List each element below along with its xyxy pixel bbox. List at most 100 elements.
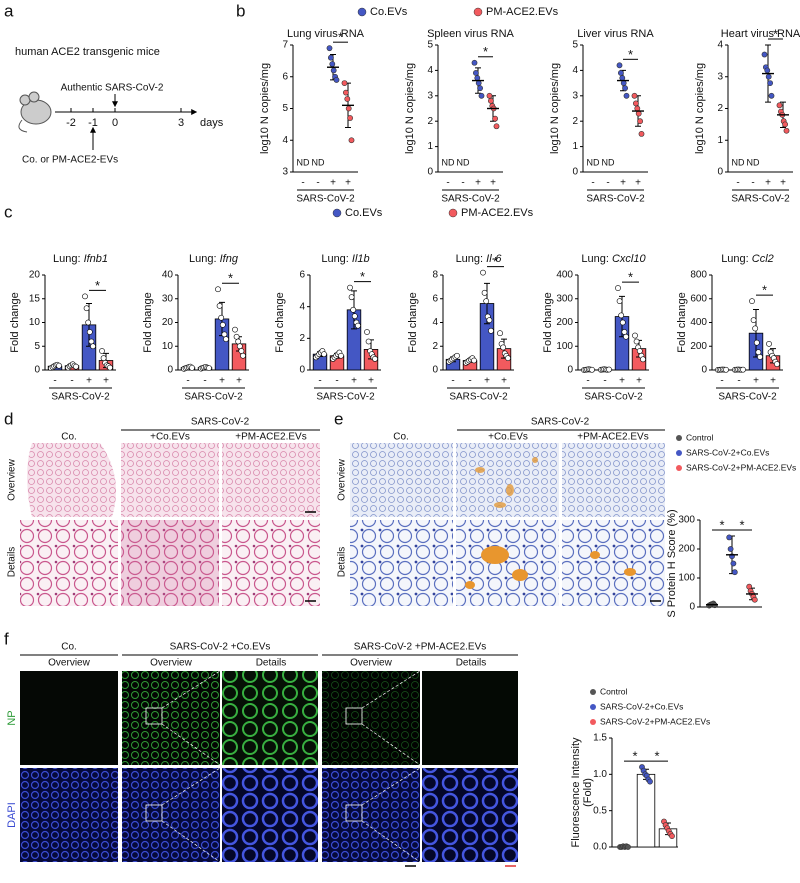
- significance-label: *: [773, 26, 778, 41]
- data-point: [766, 340, 772, 347]
- column-label: +PM-ACE2.EVs: [577, 432, 648, 443]
- data-point: [86, 329, 93, 335]
- x-tick-label: -: [203, 376, 206, 387]
- y-tick-label: 5: [572, 40, 578, 51]
- y-tick-label: 2: [572, 116, 578, 127]
- legend-label: Co.EVs: [345, 207, 383, 219]
- y-tick-label: 0: [572, 167, 578, 178]
- np-image: [422, 671, 518, 765]
- data-point: [483, 298, 490, 305]
- data-point: [618, 312, 625, 319]
- panel-label: d: [4, 409, 13, 428]
- chart-title: Lung: Ccl2: [721, 253, 774, 265]
- group-label: SARS-CoV-2: [731, 194, 790, 205]
- row-label: DAPI: [6, 802, 18, 828]
- x-tick-label: -: [451, 376, 454, 387]
- x-tick-label: +: [770, 376, 776, 387]
- y-tick-label: 0: [34, 365, 40, 376]
- data-point: [633, 338, 640, 345]
- column-label: Co.: [61, 642, 77, 653]
- x-tick-label: -: [736, 178, 739, 189]
- data-point: [240, 352, 246, 359]
- panel-label: c: [4, 202, 13, 221]
- chart: 0 10 20 30 40 Fold change Lung: Ifng - - + + SARS-C…: [142, 253, 249, 403]
- x-tick-label: +: [501, 376, 507, 387]
- y-tick-label: 4: [717, 40, 723, 51]
- data-point: [632, 332, 638, 339]
- x-tick-label: +: [619, 376, 625, 387]
- x-tick-label: -: [186, 376, 189, 387]
- data-point: [634, 105, 641, 112]
- data-point: [88, 338, 95, 345]
- data-point: [345, 105, 352, 112]
- y-tick-label: 100: [678, 573, 695, 584]
- data-point: [669, 833, 675, 839]
- chart: 0.0 0.5 1.0 1.5 Fluorescence Intensity (Fold)…: [570, 686, 710, 852]
- chart-title: Heart virus RNA: [721, 28, 800, 40]
- row-label: Overview: [337, 458, 348, 500]
- column-label: +PM-ACE2.EVs: [235, 432, 306, 443]
- chart-title: Liver virus RNA: [577, 28, 654, 40]
- y-axis-label: Fold change: [274, 292, 286, 353]
- legend-label: SARS-CoV-2+Co.EVs: [686, 447, 769, 457]
- y-tick-label: 0: [432, 365, 438, 376]
- legend-swatch: [590, 719, 596, 725]
- data-point: [731, 569, 738, 576]
- y-tick-label: 4: [432, 317, 438, 328]
- data-point: [454, 352, 460, 359]
- legend-label: SARS-CoV-2+PM-ACE2.EVs: [600, 716, 710, 726]
- y-tick-label: 10: [29, 317, 41, 328]
- y-axis-label: Fluorescence Intensity: [570, 737, 582, 848]
- data-point: [620, 80, 627, 86]
- x-tick-label: +: [219, 376, 225, 387]
- data-point: [235, 338, 242, 345]
- x-tick-label: +: [475, 178, 481, 189]
- np-image: [20, 671, 118, 765]
- data-point: [321, 351, 327, 358]
- x-tick-label: -: [591, 178, 594, 189]
- y-tick-label: 200: [690, 341, 707, 352]
- legend-swatch: [590, 704, 596, 710]
- y-tick-label: 0: [567, 365, 573, 376]
- ihc-image: [350, 443, 453, 517]
- nd-label: ND: [442, 157, 455, 167]
- data-point: [338, 352, 344, 359]
- ihc-image: [350, 520, 453, 606]
- y-tick-label: 3: [427, 90, 433, 101]
- y-axis-label: Fold change: [676, 292, 688, 353]
- data-point: [85, 319, 92, 326]
- timeline-label: 3: [178, 117, 184, 129]
- data-point: [497, 330, 503, 337]
- y-tick-label: 0: [689, 602, 695, 613]
- x-tick-label: -: [316, 178, 319, 189]
- y-tick-label: 8: [432, 270, 438, 281]
- title-text: Liver virus RNA: [577, 28, 654, 40]
- data-point: [633, 100, 639, 107]
- data-point: [344, 96, 351, 102]
- dapi-image: [122, 768, 220, 862]
- panel-label: e: [334, 409, 343, 428]
- data-point: [589, 366, 595, 373]
- panel-f: Co. SARS-CoV-2 +Co.EVs SARS-CoV-2 +PM-AC…: [6, 642, 518, 867]
- significance-label: *: [628, 47, 633, 62]
- nd-label: ND: [587, 157, 600, 167]
- chart: 0 2 4 6 8 Fold change Lung: Il-6 - - + + SARS-CoV-2…: [407, 253, 514, 403]
- title-text: Lung:: [321, 253, 349, 265]
- x-tick-label: +: [753, 376, 759, 387]
- bar: [636, 773, 656, 848]
- data-point: [767, 80, 773, 86]
- subcolumn-label: Overview: [150, 658, 192, 669]
- chart: 0 5 10 15 20 Fold change Lung: Ifnb1 - - + + SARS-C…: [9, 253, 116, 403]
- y-axis-label: Fold change: [542, 292, 554, 353]
- data-point: [486, 317, 493, 324]
- column-label: Co.: [393, 432, 409, 443]
- data-point: [726, 534, 733, 541]
- gene-name: Il-6: [486, 253, 502, 265]
- data-point: [471, 357, 477, 364]
- data-point: [218, 314, 225, 321]
- significance-label: *: [654, 749, 659, 764]
- data-point: [753, 339, 760, 346]
